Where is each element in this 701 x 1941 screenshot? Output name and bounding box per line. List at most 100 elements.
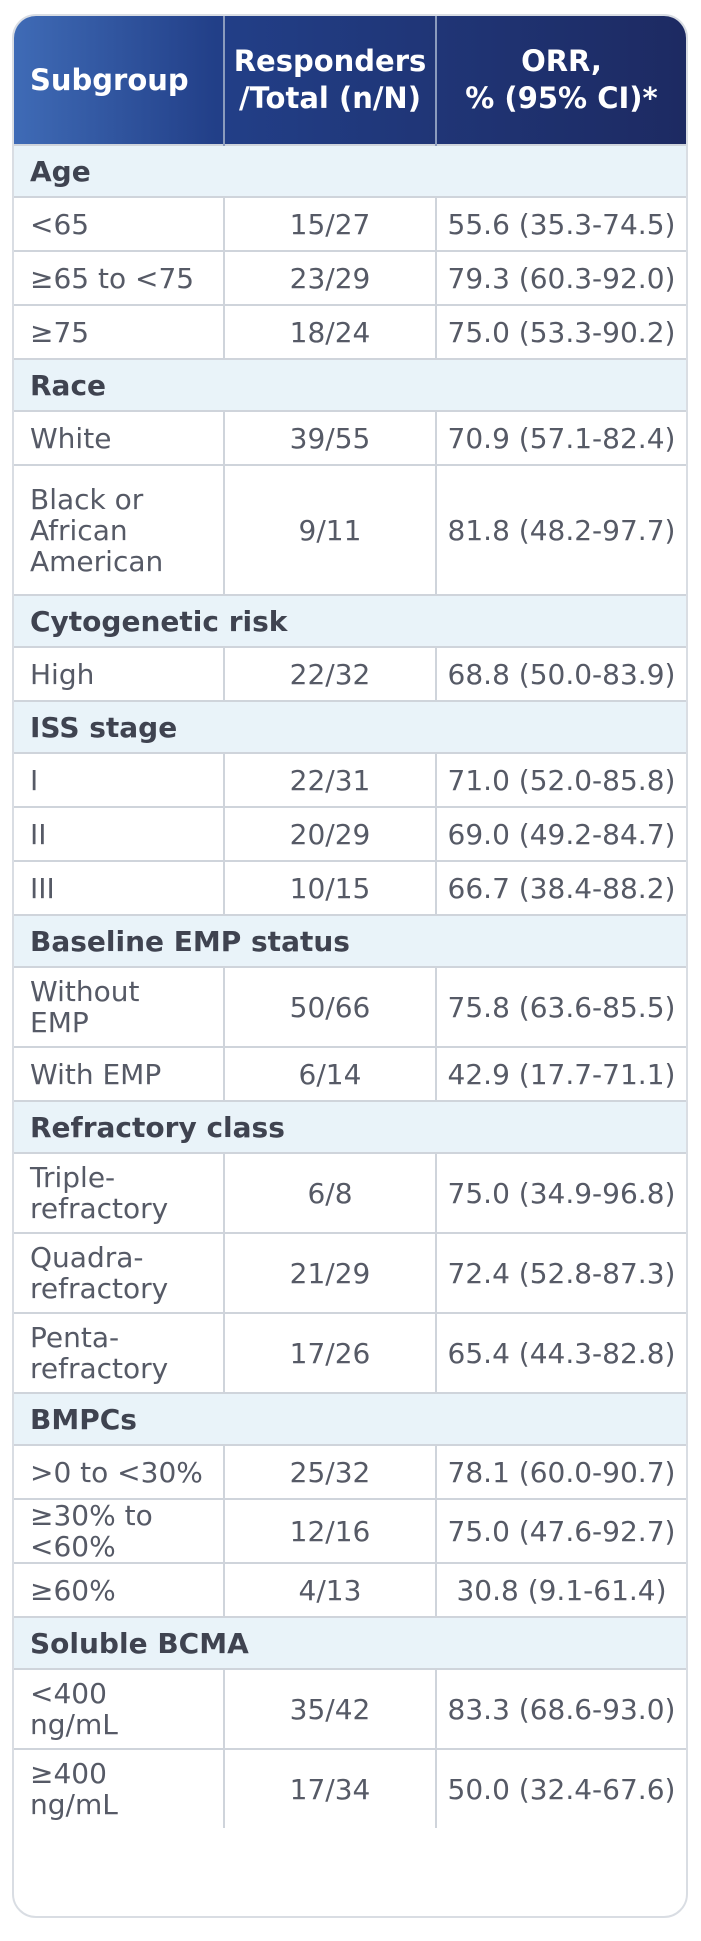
responders-cell: 22/32 (224, 646, 437, 701)
subgroup-label-line: II (30, 817, 47, 851)
section-title: Baseline EMP status (14, 914, 686, 967)
table-row: ≥400 ng/mL 17/34 50.0 (32.4-67.6) (14, 1748, 686, 1828)
subgroup-cell: ≥60% (14, 1562, 225, 1617)
orr-cell: 50.0 (32.4-67.6) (436, 1748, 686, 1828)
subgroup-label-line: Quadra- (30, 1241, 144, 1274)
subgroup-label-line: ng/mL (30, 1708, 118, 1741)
orr-cell: 79.3 (60.3-92.0) (436, 250, 686, 305)
subgroup-label-line: Without (30, 975, 140, 1008)
responders-cell: 39/55 (224, 410, 437, 465)
subgroup-cell: High (14, 646, 225, 701)
header-subgroup-label: Subgroup (30, 62, 189, 97)
subgroup-orr-table: Subgroup Responders /Total (n/N) ORR, % … (14, 16, 686, 1828)
section-header-row: Age (14, 144, 686, 197)
responders-cell: 23/29 (224, 250, 437, 305)
responders-cell: 17/26 (224, 1312, 437, 1393)
subgroup-label-line: refractory (30, 1272, 169, 1305)
section-header-row: Soluble BCMA (14, 1616, 686, 1669)
responders-cell: 35/42 (224, 1668, 437, 1749)
subgroup-label-line: ng/mL (30, 1788, 118, 1821)
orr-cell: 65.4 (44.3-82.8) (436, 1312, 686, 1393)
subgroup-label-line: Penta- (30, 1321, 120, 1354)
responders-cell: 10/15 (224, 860, 437, 915)
header-orr-line2: % (95% CI)* (465, 81, 658, 115)
subgroup-cell: With EMP (14, 1046, 225, 1101)
table-row: II 20/29 69.0 (49.2-84.7) (14, 806, 686, 861)
responders-cell: 9/11 (224, 464, 437, 595)
orr-cell: 75.0 (47.6-92.7) (436, 1498, 686, 1563)
orr-cell: 83.3 (68.6-93.0) (436, 1668, 686, 1749)
subgroup-label-line: ≥75 (30, 315, 90, 349)
subgroup-label-line: III (30, 871, 55, 905)
responders-cell: 17/34 (224, 1748, 437, 1828)
subgroup-cell: ≥75 (14, 304, 225, 359)
section-header-row: Baseline EMP status (14, 914, 686, 967)
table-row: ≥75 18/24 75.0 (53.3-90.2) (14, 304, 686, 359)
subgroup-cell: III (14, 860, 225, 915)
orr-cell: 78.1 (60.0-90.7) (436, 1444, 686, 1499)
header-orr: ORR, % (95% CI)* (436, 16, 686, 145)
section-header-row: Refractory class (14, 1100, 686, 1153)
subgroup-label-line: EMP (30, 1006, 89, 1039)
subgroup-label-line: <400 (30, 1677, 107, 1710)
table-row: <65 15/27 55.6 (35.3-74.5) (14, 196, 686, 251)
header-orr-line1: ORR, (521, 44, 602, 78)
section-header-row: Cytogenetic risk (14, 594, 686, 647)
responders-cell: 6/8 (224, 1152, 437, 1233)
subgroup-cell: ≥400 ng/mL (14, 1748, 225, 1828)
orr-cell: 75.0 (34.9-96.8) (436, 1152, 686, 1233)
table-row: ≥30% to <60% 12/16 75.0 (47.6-92.7) (14, 1498, 686, 1563)
orr-cell: 70.9 (57.1-82.4) (436, 410, 686, 465)
subgroup-label-line: I (30, 763, 39, 797)
subgroup-cell: ≥30% to <60% (14, 1498, 225, 1563)
table-row: Black or African American 9/11 81.8 (48.2-97… (14, 464, 686, 595)
subgroup-label-line: ≥400 (30, 1757, 107, 1790)
responders-cell: 15/27 (224, 196, 437, 251)
subgroup-label-line: ≥60% (30, 1573, 116, 1607)
table-row: III 10/15 66.7 (38.4-88.2) (14, 860, 686, 915)
orr-cell: 69.0 (49.2-84.7) (436, 806, 686, 861)
orr-cell: 75.8 (63.6-85.5) (436, 966, 686, 1047)
subgroup-label-line: ≥65 to <75 (30, 261, 195, 295)
section-title: BMPCs (14, 1392, 686, 1445)
orr-cell: 66.7 (38.4-88.2) (436, 860, 686, 915)
orr-cell: 42.9 (17.7-71.1) (436, 1046, 686, 1101)
table-row: High 22/32 68.8 (50.0-83.9) (14, 646, 686, 701)
orr-cell: 68.8 (50.0-83.9) (436, 646, 686, 701)
subgroup-cell: <65 (14, 196, 225, 251)
subgroup-cell: Triple-refractory (14, 1152, 225, 1233)
responders-cell: 50/66 (224, 966, 437, 1047)
section-title: Refractory class (14, 1100, 686, 1153)
responders-cell: 12/16 (224, 1498, 437, 1563)
subgroup-cell: Black or African American (14, 464, 225, 595)
orr-cell: 30.8 (9.1-61.4) (436, 1562, 686, 1617)
subgroup-cell: ≥65 to <75 (14, 250, 225, 305)
subgroup-label-line: Triple- (30, 1161, 116, 1194)
subgroup-label-line: refractory (30, 1192, 169, 1225)
subgroup-cell: White (14, 410, 225, 465)
table-row: Penta-refractory 17/26 65.4 (44.3-82.8) (14, 1312, 686, 1393)
subgroup-orr-table-card: Subgroup Responders /Total (n/N) ORR, % … (12, 14, 688, 1918)
subgroup-label-line: refractory (30, 1352, 169, 1385)
section-header-row: BMPCs (14, 1392, 686, 1445)
table-row: With EMP 6/14 42.9 (17.7-71.1) (14, 1046, 686, 1101)
orr-cell: 55.6 (35.3-74.5) (436, 196, 686, 251)
subgroup-label-line: American (30, 544, 164, 578)
responders-cell: 21/29 (224, 1232, 437, 1313)
subgroup-cell: I (14, 752, 225, 807)
subgroup-cell: >0 to <30% (14, 1444, 225, 1499)
section-header-row: ISS stage (14, 700, 686, 753)
section-title: Soluble BCMA (14, 1616, 686, 1669)
subgroup-cell: II (14, 806, 225, 861)
responders-cell: 25/32 (224, 1444, 437, 1499)
subgroup-label-line: Black or (30, 482, 144, 516)
orr-cell: 81.8 (48.2-97.7) (436, 464, 686, 595)
table-row: ≥65 to <75 23/29 79.3 (60.3-92.0) (14, 250, 686, 305)
table-body: Age <65 15/27 55.6 (35.3-74.5) ≥65 to <75 23/… (14, 144, 686, 1828)
section-title: Age (14, 144, 686, 197)
table-row: <400 ng/mL 35/42 83.3 (68.6-93.0) (14, 1668, 686, 1749)
header-responders-line1: Responders (233, 44, 427, 78)
orr-cell: 71.0 (52.0-85.8) (436, 752, 686, 807)
table-row: Without EMP 50/66 75.8 (63.6-85.5) (14, 966, 686, 1047)
responders-cell: 22/31 (224, 752, 437, 807)
